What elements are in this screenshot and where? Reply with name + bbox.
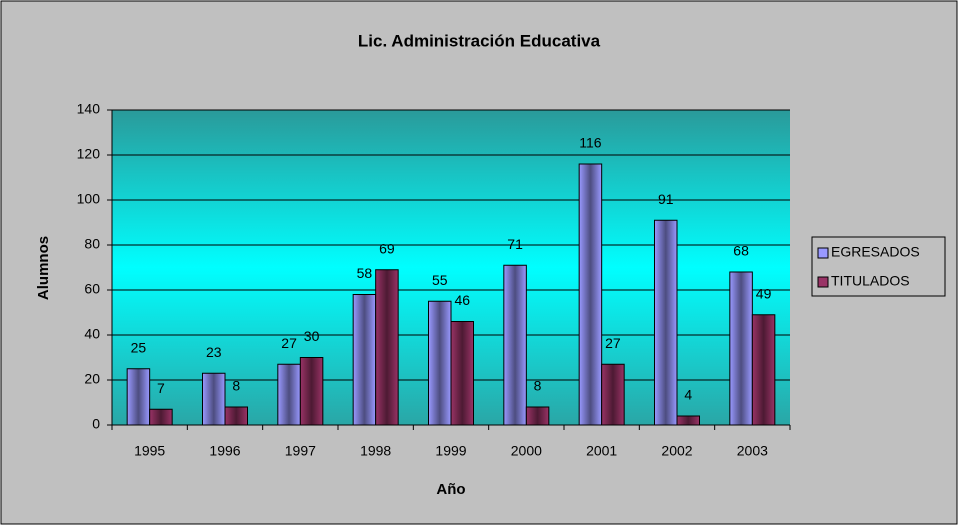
x-tick-label: 2002 [661, 443, 692, 459]
data-label: 68 [733, 243, 749, 259]
data-label: 27 [605, 335, 621, 351]
y-tick-label: 100 [77, 191, 101, 207]
x-tick-label: 2003 [737, 443, 768, 459]
data-label: 23 [206, 344, 222, 360]
bar [126, 368, 151, 426]
bar [428, 300, 452, 426]
y-tick-label: 20 [84, 371, 100, 387]
bar [578, 163, 603, 426]
data-label: 58 [357, 265, 373, 281]
data-label: 30 [304, 328, 320, 344]
x-tick-label: 1996 [209, 443, 240, 459]
bar [450, 321, 474, 426]
bar [352, 294, 377, 426]
y-tick-label: 140 [77, 101, 101, 117]
data-label: 116 [579, 135, 602, 151]
bar [202, 372, 226, 426]
legend-swatch [817, 276, 829, 288]
bar [149, 408, 173, 426]
x-tick-label: 1999 [435, 443, 466, 459]
y-tick-label: 0 [92, 416, 100, 432]
data-label: 49 [756, 285, 772, 301]
bar [676, 415, 700, 426]
y-axis-label: Alumnos [35, 236, 52, 300]
bar [277, 363, 301, 426]
data-label: 8 [534, 378, 542, 394]
bar [525, 406, 550, 426]
data-label: 25 [131, 339, 147, 355]
y-tick-label: 80 [84, 236, 100, 252]
x-tick-label: 2001 [586, 443, 617, 459]
legend-label: EGRESADOS [831, 244, 920, 260]
bar [299, 357, 324, 426]
x-tick-label: 2000 [511, 443, 542, 459]
y-tick-label: 60 [84, 281, 100, 297]
bar [729, 271, 753, 426]
bar [224, 406, 248, 426]
data-label: 91 [658, 191, 674, 207]
data-label: 4 [684, 387, 692, 403]
x-tick-label: 1997 [285, 443, 316, 459]
data-label: 71 [507, 236, 523, 252]
bar [601, 363, 625, 426]
x-axis-label: Año [436, 481, 465, 498]
data-label: 69 [379, 240, 395, 256]
bar [751, 314, 776, 426]
data-label: 7 [157, 380, 165, 396]
data-label: 46 [454, 292, 470, 308]
bar [375, 269, 399, 426]
y-tick-label: 40 [84, 326, 100, 342]
data-label: 55 [432, 272, 448, 288]
legend-label: TITULADOS [831, 273, 910, 289]
legend-swatch [817, 247, 829, 259]
x-tick-label: 1998 [360, 443, 391, 459]
y-tick-label: 120 [77, 146, 101, 162]
bar [503, 264, 527, 426]
legend-box [811, 236, 946, 297]
x-tick-label: 1995 [134, 443, 165, 459]
data-label: 8 [232, 378, 240, 394]
data-label: 27 [281, 335, 297, 351]
bar [654, 219, 678, 426]
chart-title: Lic. Administración Educativa [358, 31, 601, 50]
